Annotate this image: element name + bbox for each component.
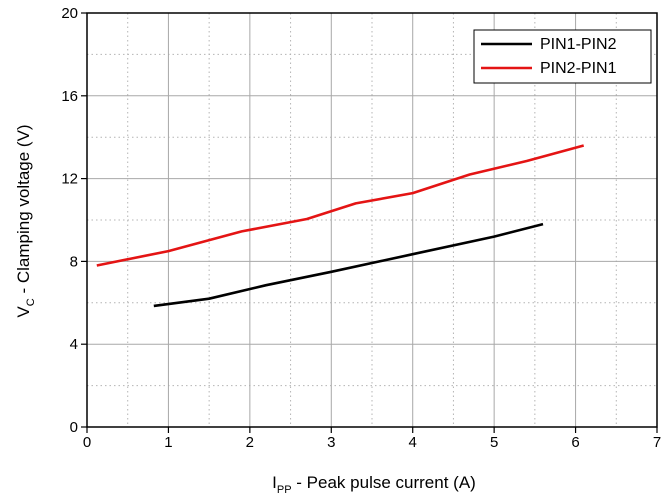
y-tick-label: 0: [70, 419, 78, 436]
legend: PIN1-PIN2 PIN2-PIN1: [473, 29, 652, 84]
y-axis-label-text: - Clamping voltage (V): [14, 124, 33, 298]
x-axis-label-text: - Peak pulse current (A): [292, 473, 476, 492]
plot-frame: [86, 12, 658, 428]
series-lines: [96, 144, 585, 308]
x-axis-label: IPP - Peak pulse current (A): [272, 473, 476, 496]
x-tick-label: 7: [653, 434, 661, 451]
x-axis-label-subscript: PP: [277, 484, 292, 496]
legend-box: [473, 29, 652, 84]
x-tick-label: 0: [83, 434, 91, 451]
y-axis-label-subscript: C: [25, 298, 37, 306]
legend-label-pin2-pin1: PIN2-PIN1: [540, 60, 617, 77]
x-tick-label: 5: [490, 434, 498, 451]
y-axis-label-main: V: [14, 306, 33, 318]
y-tick-label: 8: [70, 253, 78, 270]
x-tick-label: 1: [164, 434, 172, 451]
legend-label-pin1-pin2: PIN1-PIN2: [540, 36, 617, 53]
y-tick-label: 12: [61, 171, 78, 188]
y-tick-label: 4: [70, 336, 78, 353]
x-axis-label-main: I: [272, 473, 277, 492]
x-tick-label: 6: [571, 434, 579, 451]
y-axis-label: VC - Clamping voltage (V): [14, 124, 37, 317]
series-line-pin2-pin1: [96, 144, 585, 267]
y-tick-label: 20: [61, 5, 78, 22]
x-tick-label: 4: [409, 434, 417, 451]
y-tick-label: 16: [61, 88, 78, 105]
x-tick-label: 2: [246, 434, 254, 451]
series-line-pin1-pin2: [153, 222, 544, 308]
x-tick-label: 3: [327, 434, 335, 451]
